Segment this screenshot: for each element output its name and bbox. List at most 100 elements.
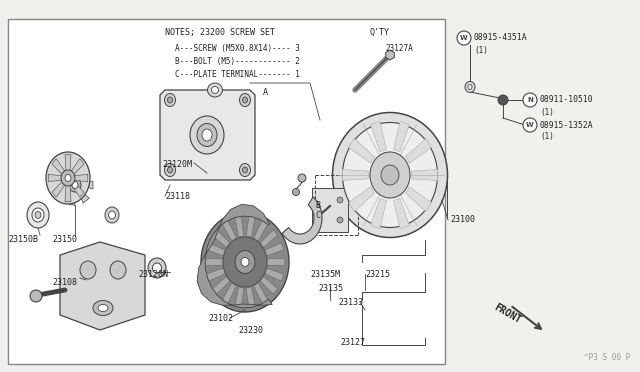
Text: W: W bbox=[526, 122, 534, 128]
Ellipse shape bbox=[110, 261, 126, 279]
Polygon shape bbox=[260, 230, 278, 248]
Ellipse shape bbox=[148, 258, 166, 278]
Polygon shape bbox=[264, 268, 284, 281]
Text: 23118: 23118 bbox=[165, 192, 190, 201]
Polygon shape bbox=[78, 190, 90, 203]
Polygon shape bbox=[394, 198, 410, 229]
Ellipse shape bbox=[239, 93, 250, 106]
Ellipse shape bbox=[105, 207, 119, 223]
Text: N: N bbox=[527, 97, 533, 103]
Ellipse shape bbox=[207, 83, 223, 97]
Polygon shape bbox=[67, 191, 75, 205]
Ellipse shape bbox=[164, 93, 175, 106]
Text: (1): (1) bbox=[540, 132, 554, 141]
Polygon shape bbox=[246, 216, 255, 237]
Polygon shape bbox=[71, 159, 84, 174]
Polygon shape bbox=[212, 230, 230, 248]
Ellipse shape bbox=[235, 250, 255, 273]
Ellipse shape bbox=[468, 84, 472, 90]
Text: 08915-4351A: 08915-4351A bbox=[474, 33, 527, 42]
Polygon shape bbox=[57, 187, 70, 197]
Text: 23230: 23230 bbox=[238, 326, 263, 335]
Polygon shape bbox=[222, 283, 236, 304]
Ellipse shape bbox=[337, 197, 343, 203]
Ellipse shape bbox=[333, 112, 447, 237]
Text: A---SCREW (M5X0.8X14)---- 3: A---SCREW (M5X0.8X14)---- 3 bbox=[175, 44, 300, 53]
Text: 23133: 23133 bbox=[338, 298, 363, 307]
Text: 23127A: 23127A bbox=[385, 44, 413, 53]
Polygon shape bbox=[406, 138, 431, 163]
Polygon shape bbox=[8, 19, 445, 364]
Text: B---BOLT (M5)------------ 2: B---BOLT (M5)------------ 2 bbox=[175, 57, 300, 66]
Ellipse shape bbox=[201, 212, 289, 312]
Circle shape bbox=[523, 118, 537, 132]
Polygon shape bbox=[246, 287, 255, 308]
Ellipse shape bbox=[381, 165, 399, 185]
Polygon shape bbox=[80, 181, 93, 189]
Ellipse shape bbox=[30, 290, 42, 302]
Text: 08911-10510: 08911-10510 bbox=[540, 96, 594, 105]
Polygon shape bbox=[260, 276, 278, 294]
Polygon shape bbox=[75, 174, 88, 182]
Ellipse shape bbox=[241, 257, 249, 266]
Polygon shape bbox=[212, 276, 230, 294]
Text: 23120M: 23120M bbox=[162, 160, 192, 169]
Ellipse shape bbox=[65, 174, 71, 182]
Polygon shape bbox=[386, 50, 394, 60]
Text: 23100: 23100 bbox=[450, 215, 475, 224]
Ellipse shape bbox=[370, 152, 410, 198]
Ellipse shape bbox=[35, 212, 41, 218]
Ellipse shape bbox=[197, 124, 217, 147]
Ellipse shape bbox=[98, 305, 108, 311]
Polygon shape bbox=[406, 187, 431, 212]
Ellipse shape bbox=[498, 95, 508, 105]
Polygon shape bbox=[349, 187, 374, 212]
Ellipse shape bbox=[32, 208, 44, 222]
Ellipse shape bbox=[243, 167, 248, 173]
Text: (1): (1) bbox=[540, 108, 554, 116]
Polygon shape bbox=[235, 287, 244, 308]
Text: 08915-1352A: 08915-1352A bbox=[540, 121, 594, 129]
Ellipse shape bbox=[93, 301, 113, 315]
Polygon shape bbox=[60, 242, 145, 330]
Ellipse shape bbox=[46, 152, 90, 204]
Polygon shape bbox=[222, 221, 236, 241]
Text: ^P3 S 00 P: ^P3 S 00 P bbox=[584, 353, 630, 362]
Polygon shape bbox=[394, 121, 410, 152]
Ellipse shape bbox=[243, 97, 248, 103]
Text: B: B bbox=[316, 201, 321, 209]
Polygon shape bbox=[57, 173, 70, 182]
Circle shape bbox=[457, 31, 471, 45]
Text: 23150B: 23150B bbox=[8, 235, 38, 244]
Polygon shape bbox=[371, 198, 387, 229]
Ellipse shape bbox=[465, 81, 475, 93]
Text: 23150: 23150 bbox=[52, 235, 77, 244]
Polygon shape bbox=[412, 170, 438, 180]
Text: 23108: 23108 bbox=[52, 278, 77, 287]
Ellipse shape bbox=[239, 164, 250, 176]
Ellipse shape bbox=[211, 87, 218, 93]
Ellipse shape bbox=[69, 178, 81, 192]
Ellipse shape bbox=[27, 202, 49, 228]
Polygon shape bbox=[282, 197, 322, 244]
Text: 23102: 23102 bbox=[208, 314, 233, 323]
Polygon shape bbox=[197, 204, 272, 308]
Text: W: W bbox=[460, 35, 468, 41]
Ellipse shape bbox=[298, 174, 306, 182]
Polygon shape bbox=[48, 174, 61, 182]
Polygon shape bbox=[205, 258, 223, 266]
Polygon shape bbox=[253, 283, 268, 304]
Polygon shape bbox=[235, 216, 244, 237]
Polygon shape bbox=[71, 182, 84, 197]
Ellipse shape bbox=[61, 170, 75, 186]
Polygon shape bbox=[67, 165, 75, 179]
Polygon shape bbox=[264, 243, 284, 256]
Polygon shape bbox=[349, 138, 374, 163]
Ellipse shape bbox=[168, 167, 173, 173]
Ellipse shape bbox=[292, 189, 300, 196]
Ellipse shape bbox=[190, 116, 224, 154]
Ellipse shape bbox=[202, 129, 212, 141]
Ellipse shape bbox=[223, 237, 267, 287]
Polygon shape bbox=[312, 188, 348, 232]
Polygon shape bbox=[52, 159, 65, 174]
